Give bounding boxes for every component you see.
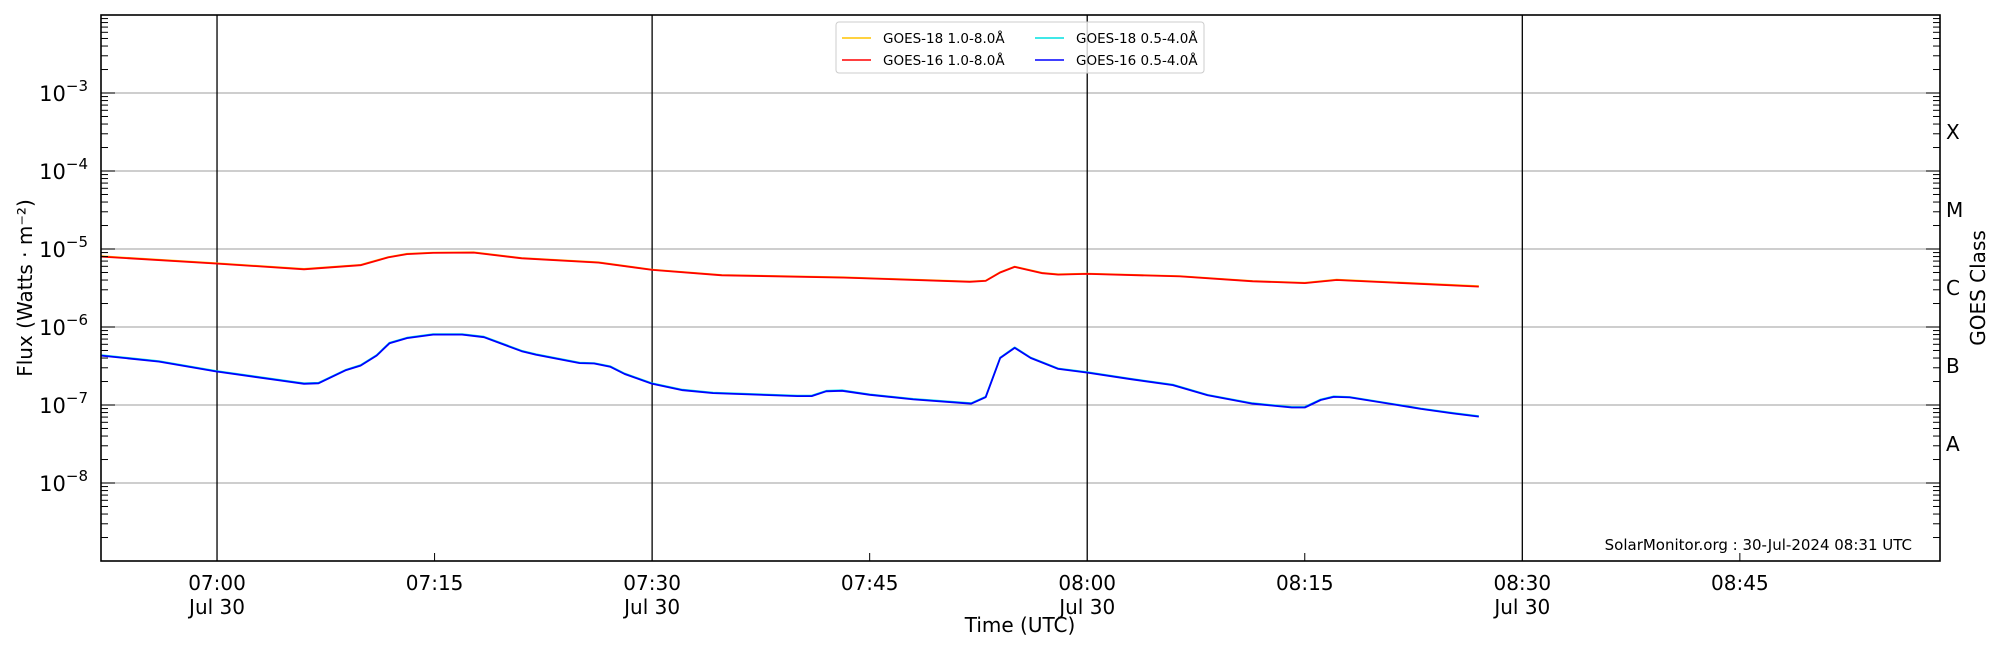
y-tick-label: 10−4 xyxy=(39,155,88,184)
day-markers xyxy=(216,15,1523,561)
legend-label: GOES-16 1.0-8.0Å xyxy=(883,52,1005,69)
x-tick-label: 08:15 xyxy=(1276,571,1334,595)
x-tick-label: 08:30 xyxy=(1493,571,1551,595)
x-tick-date-label: Jul 30 xyxy=(1492,595,1550,619)
x-tick-date-label: Jul 30 xyxy=(187,595,245,619)
goes-class-label-A: A xyxy=(1946,432,1960,456)
x-tick-date-label: Jul 30 xyxy=(622,595,680,619)
x-tick-label: 07:00 xyxy=(188,571,246,595)
gridlines xyxy=(101,92,1940,484)
y-tick-label: 10−5 xyxy=(39,233,88,262)
y-tick-label: 10−8 xyxy=(39,467,88,496)
legend-box xyxy=(835,21,1205,74)
y-tick-label: 10−7 xyxy=(39,389,88,418)
goes-class-label-B: B xyxy=(1946,354,1960,378)
series-line-goes-16-0-5-4-0- xyxy=(100,333,1479,418)
legend-label: GOES-18 0.5-4.0Å xyxy=(1076,30,1198,47)
legend: GOES-18 1.0-8.0Å GOES-18 0.5-4.0Å GOES-16 … xyxy=(835,21,1205,74)
x-tick-label: 07:30 xyxy=(623,571,681,595)
goes-class-label-M: M xyxy=(1946,198,1963,222)
source-annotation: SolarMonitor.org : 30-Jul-2024 08:31 UTC xyxy=(1605,536,1912,554)
x-tick-label: 08:00 xyxy=(1058,571,1116,595)
legend-label: GOES-16 0.5-4.0Å xyxy=(1076,52,1198,69)
x-tick-date-label: Jul 30 xyxy=(1057,595,1115,619)
x-axis-label: Time (UTC) xyxy=(964,613,1076,637)
axis-ticks xyxy=(101,18,1940,562)
series-line-goes-18-0-5-4-0- xyxy=(100,333,1479,417)
y-axis-right-label: GOES Class xyxy=(1966,230,1990,346)
x-tick-label: 08:45 xyxy=(1711,571,1769,595)
y-tick-label: 10−6 xyxy=(39,311,88,340)
series-line-goes-16-1-0-8-0- xyxy=(100,251,1479,288)
y-tick-label: 10−3 xyxy=(39,77,88,106)
y-axis-label: Flux (Watts · m⁻²) xyxy=(13,199,37,377)
goes-class-label-C: C xyxy=(1946,276,1960,300)
plot-frame xyxy=(100,14,1941,562)
x-tick-label: 07:45 xyxy=(841,571,899,595)
series-lines xyxy=(100,251,1479,418)
legend-label: GOES-18 1.0-8.0Å xyxy=(883,30,1005,47)
goes-class-label-X: X xyxy=(1946,120,1960,144)
x-tick-label: 07:15 xyxy=(406,571,464,595)
